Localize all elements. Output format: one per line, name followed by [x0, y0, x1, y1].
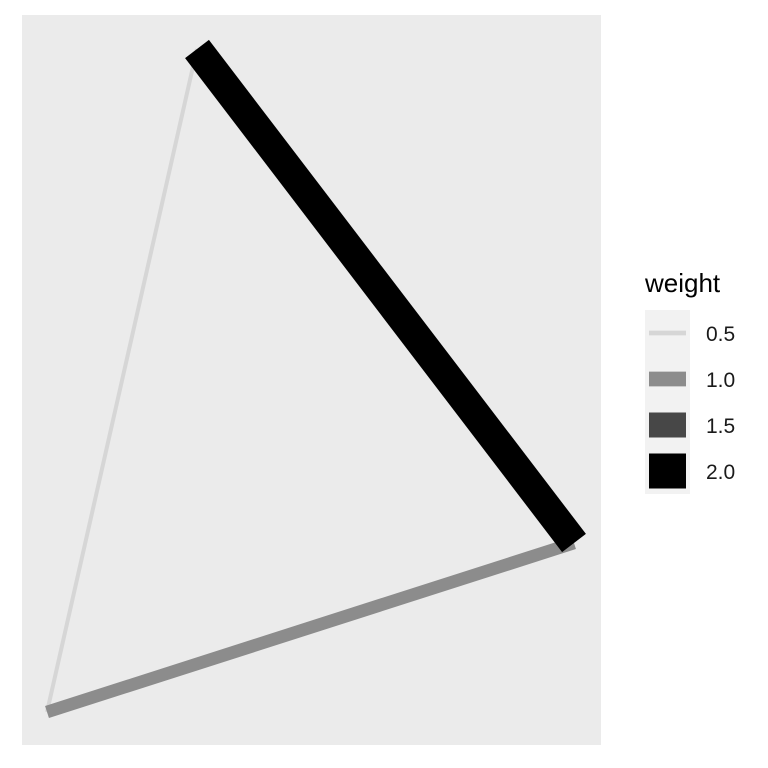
legend-label-1.5: 1.5	[706, 415, 735, 438]
edge-bottom-left-top	[45, 48, 199, 713]
edge-top-right	[185, 39, 586, 553]
legend-label-2.0: 2.0	[706, 461, 735, 484]
edge-right-bottom-left	[45, 536, 576, 719]
legend-label-1.0: 1.0	[706, 369, 735, 392]
edges-layer	[45, 39, 586, 719]
legend-label-0.5: 0.5	[706, 323, 735, 346]
legend: weight 0.5 1.0 1.5 2.0	[644, 268, 735, 494]
legend-title: weight	[644, 268, 721, 298]
plot-panel	[22, 15, 601, 745]
